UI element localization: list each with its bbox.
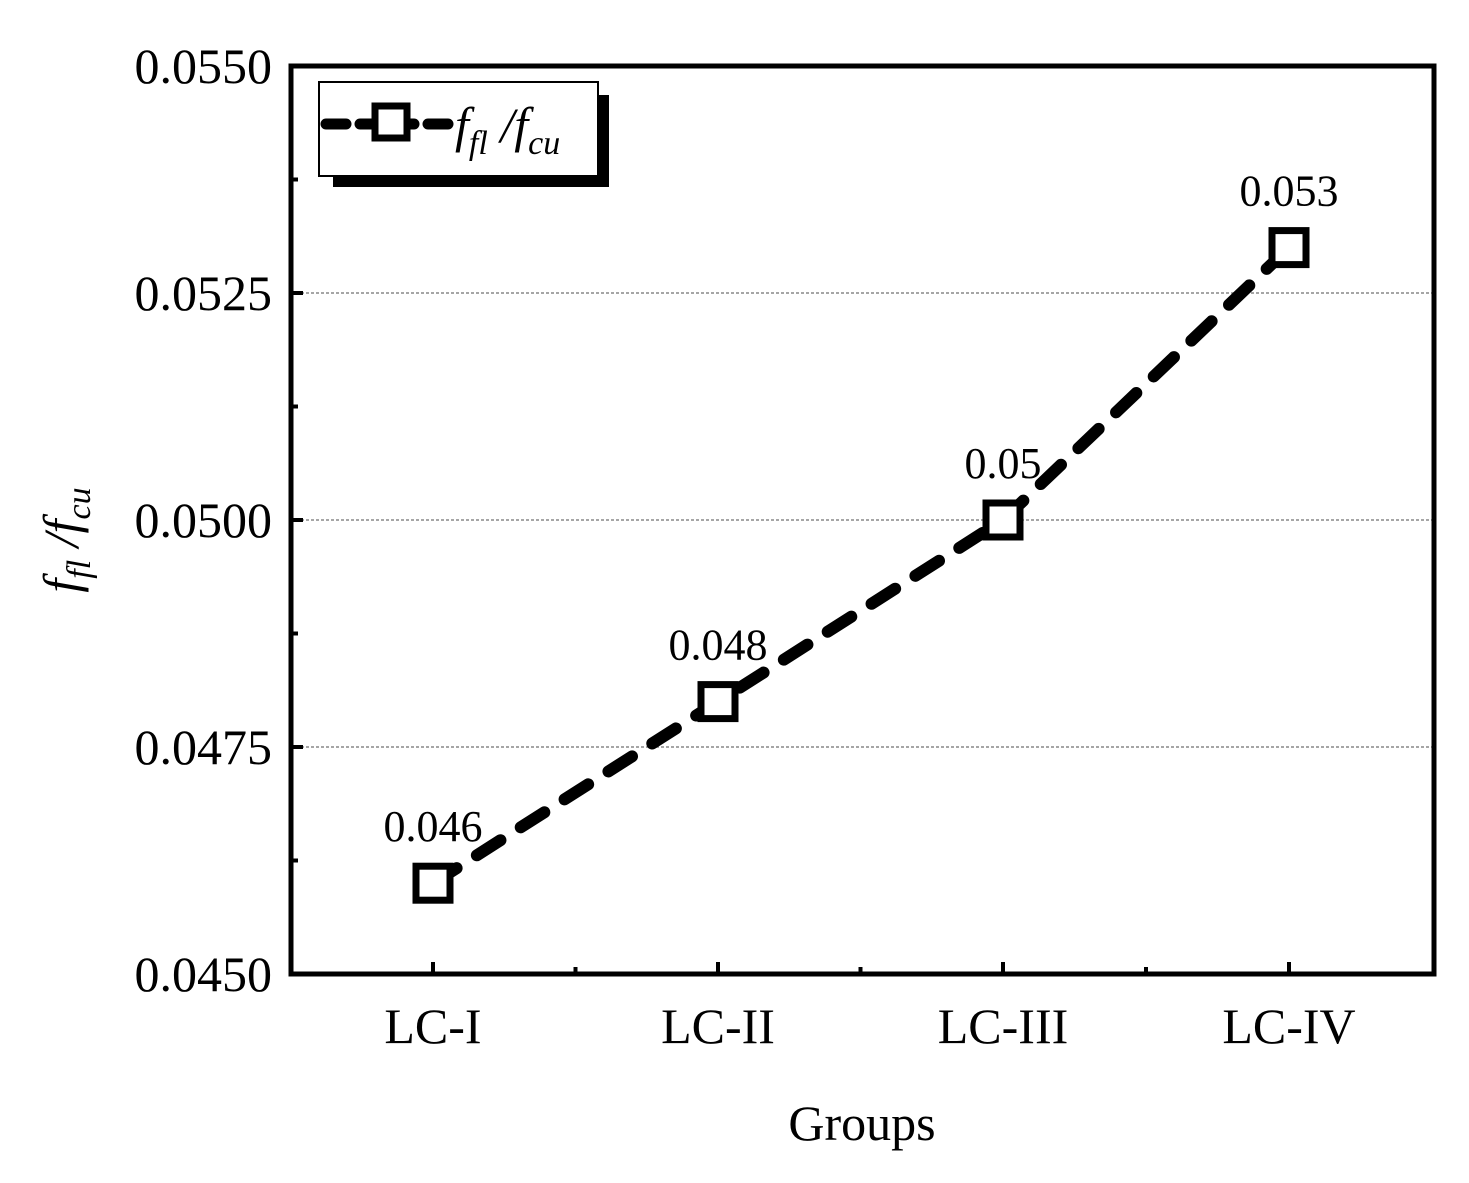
- marker-group: [412, 227, 1310, 904]
- y-tick-label: 0.0500: [135, 492, 273, 548]
- y-tick-label: 0.0550: [135, 38, 273, 94]
- data-label: 0.046: [384, 802, 483, 851]
- data-label-group: 0.046 0.048 0.05 0.053: [384, 167, 1339, 852]
- legend: ffl /fcu: [318, 81, 609, 187]
- data-label: 0.053: [1240, 167, 1339, 216]
- data-label: 0.05: [965, 439, 1042, 488]
- x-tick-label: LC-II: [661, 998, 775, 1054]
- grid-lines: [291, 292, 1434, 748]
- y-tick-label: 0.0525: [135, 265, 273, 321]
- series-line: [427, 241, 1295, 890]
- data-point-marker: [982, 499, 1024, 541]
- x-tick-label: LC-IV: [1222, 998, 1355, 1054]
- x-axis-title: Groups: [788, 1095, 935, 1151]
- x-tick-label: LC-I: [384, 998, 481, 1054]
- y-axis-title: ffl /fcu: [33, 487, 98, 592]
- y-tick-label: 0.0450: [135, 946, 273, 1002]
- data-point-marker: [697, 681, 739, 723]
- legend-box: [318, 81, 599, 177]
- x-tick-label: LC-III: [938, 998, 1069, 1054]
- y-axis: 0.0450 0.0475 0.0500 0.0525 0.0550: [135, 38, 303, 1002]
- x-axis: LC-I LC-II LC-III LC-IV: [384, 962, 1356, 1054]
- data-label: 0.048: [669, 621, 768, 670]
- series-line-group: [427, 241, 1295, 890]
- legend-marker: [371, 102, 411, 142]
- y-tick-label: 0.0475: [135, 719, 273, 775]
- data-point-marker: [412, 862, 454, 904]
- data-point-marker: [1268, 227, 1310, 269]
